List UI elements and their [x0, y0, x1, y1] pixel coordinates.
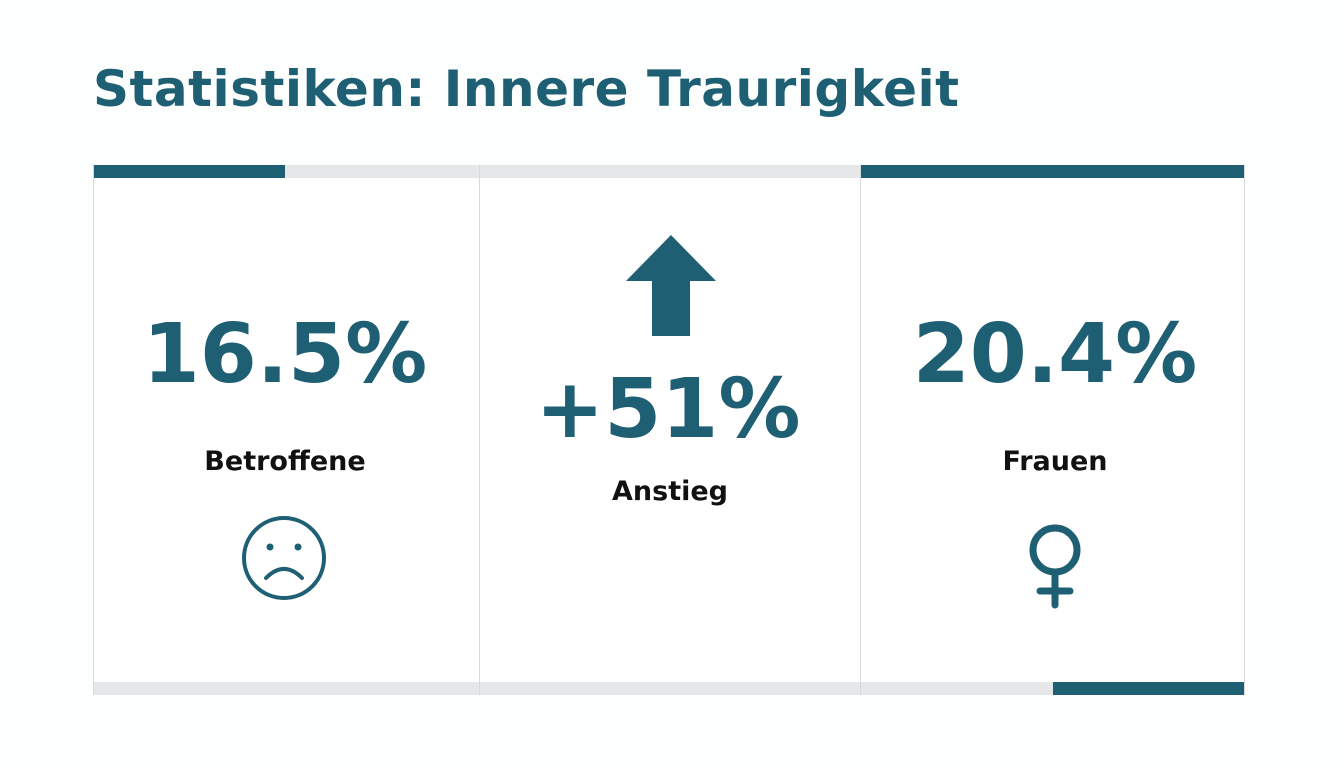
divider	[1244, 165, 1245, 695]
stat-label: Anstieg	[612, 476, 728, 507]
stat-value: 20.4%	[912, 307, 1198, 402]
title: Statistiken: Innere Traurigkeit	[93, 60, 960, 118]
stat-value: +51%	[535, 362, 801, 457]
top-accent	[93, 165, 285, 178]
bottom-accent	[1053, 682, 1245, 695]
divider	[479, 165, 480, 695]
stat-label: Frauen	[1002, 446, 1108, 477]
divider	[860, 165, 861, 695]
top-accent	[860, 165, 1245, 178]
sad-face-icon	[242, 516, 326, 600]
female-icon	[1029, 524, 1081, 609]
divider	[93, 165, 94, 695]
arrow-up-icon	[626, 235, 716, 336]
stat-value: 16.5%	[142, 307, 428, 402]
bottom-bar	[93, 682, 1245, 695]
stat-label: Betroffene	[204, 446, 366, 477]
